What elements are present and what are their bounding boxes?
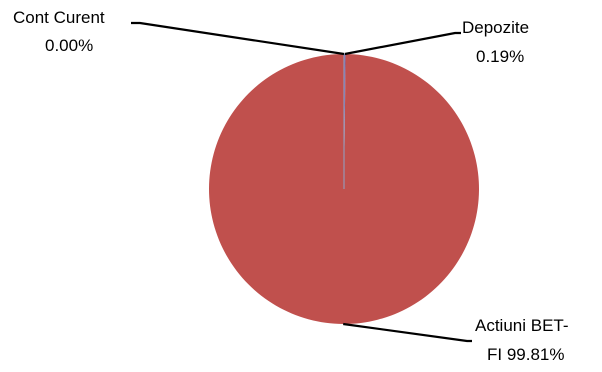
label-leader-lines	[131, 21, 472, 343]
data-label-depozite-line-1: Depozite	[462, 18, 529, 37]
data-label-depozite-line-2: 0.19%	[476, 47, 524, 66]
pie-slice-actiuni-bet-fi	[209, 54, 480, 325]
data-label-cont-curent-line-2: 0.00%	[45, 36, 93, 55]
leader-line-cont-curent	[131, 21, 345, 56]
leader-line-depozite	[344, 31, 461, 56]
leader-line-actiuni-bet-fi	[343, 322, 472, 343]
data-labels: Cont Curent 0.00% Depozite 0.19% Actiuni BET…	[13, 8, 569, 364]
data-label-cont-curent-line-1: Cont Curent	[13, 8, 105, 27]
data-label-actiuni-bet-fi-line-1: Actiuni BET-	[475, 316, 569, 335]
data-label-actiuni-bet-fi-line-2: FI 99.81%	[487, 345, 565, 364]
pie-slices	[209, 54, 480, 325]
